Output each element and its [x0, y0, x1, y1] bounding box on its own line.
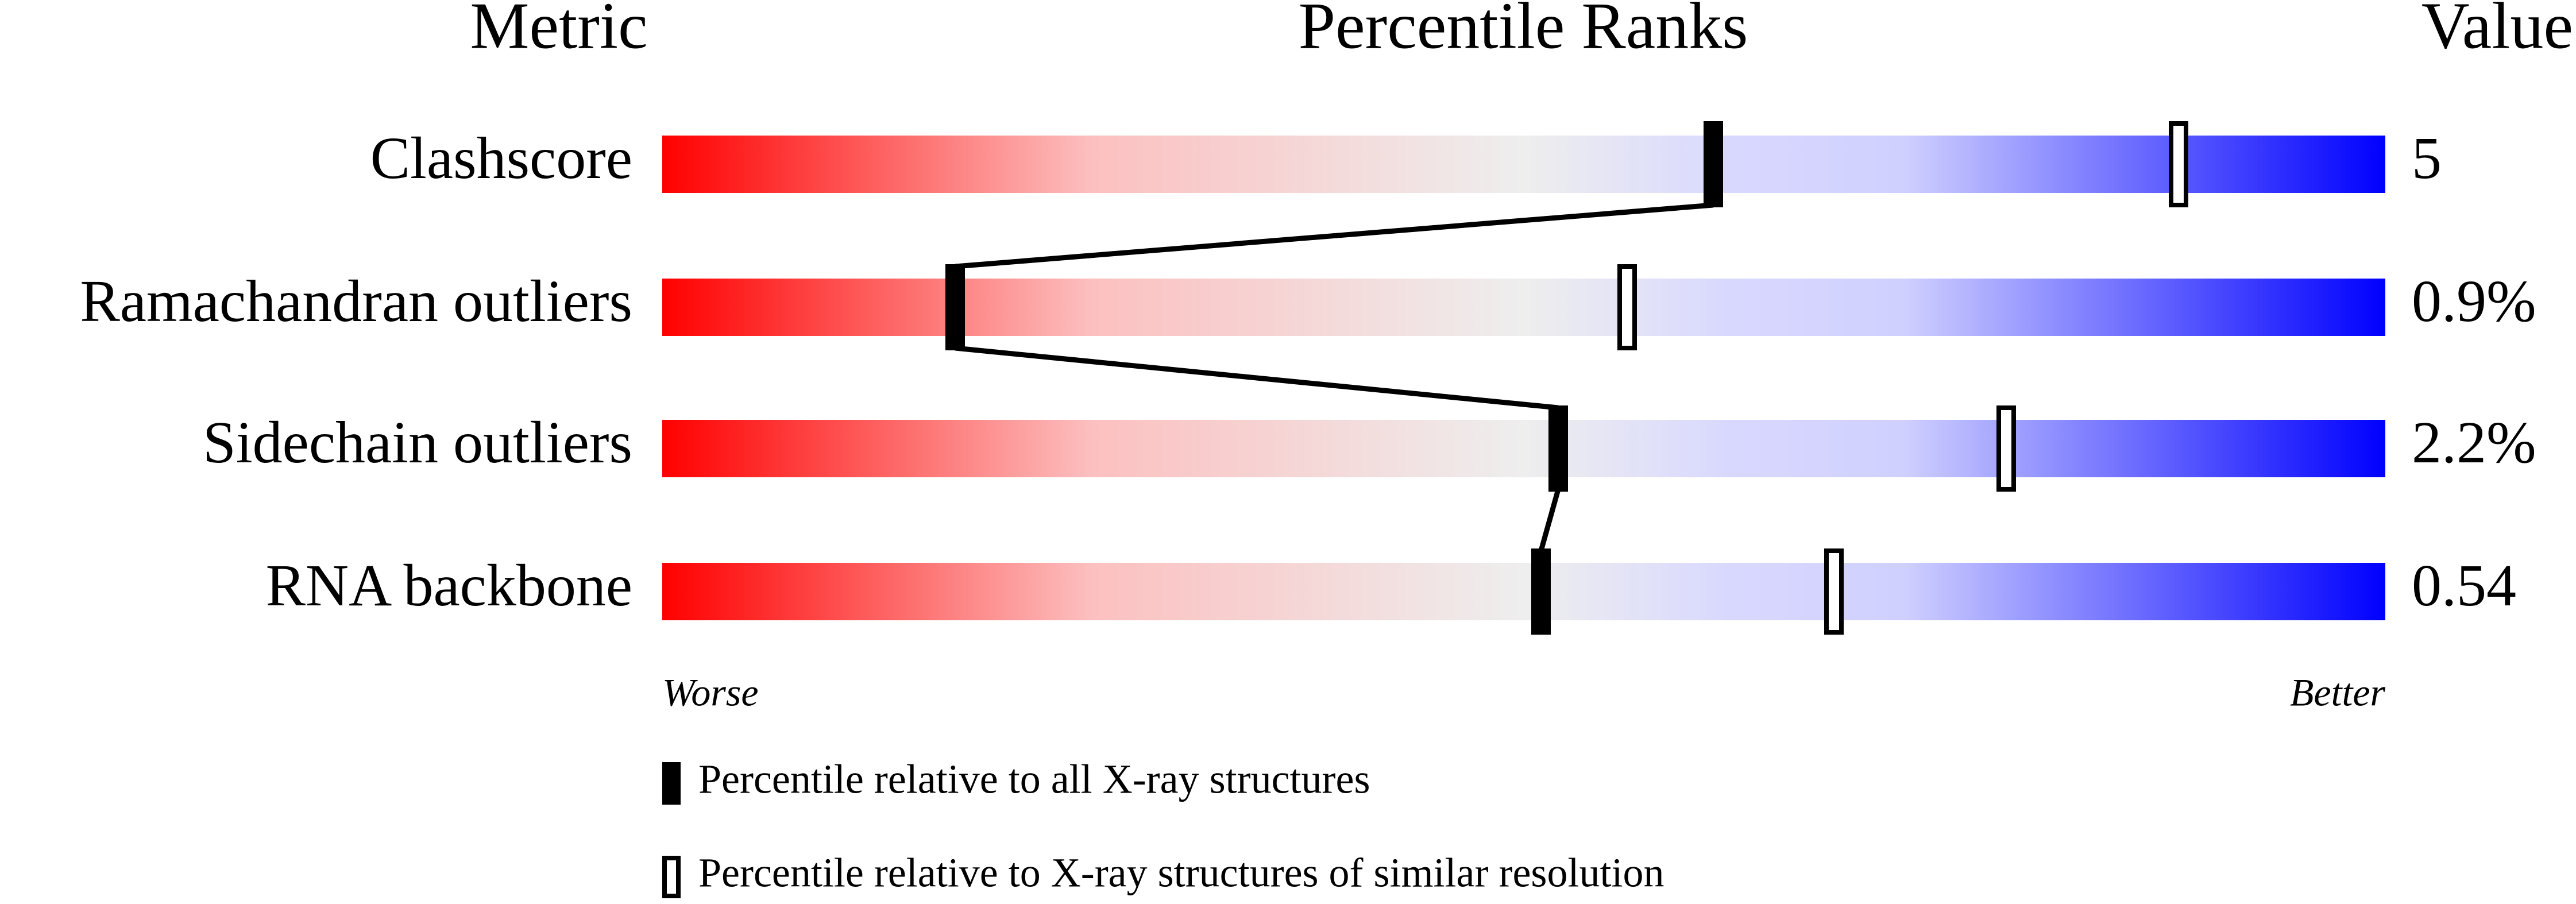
marker-all: [1704, 121, 1723, 207]
percentile-bar: [662, 563, 2385, 620]
connector-line: [1538, 488, 1561, 552]
marker-all: [1548, 405, 1568, 492]
metric-label: Sidechain outliers: [203, 409, 632, 476]
marker-similar: [1617, 264, 1637, 350]
axis-better: Better: [2290, 671, 2386, 714]
metric-value: 0.9%: [2412, 268, 2536, 334]
header-percentile: Percentile Ranks: [1299, 0, 1748, 63]
metric-label: Ramachandran outliers: [80, 268, 632, 334]
legend-swatch: [662, 762, 681, 805]
connector-line: [955, 345, 1559, 411]
metric-label: Clashscore: [370, 125, 632, 191]
metric-value: 5: [2412, 125, 2442, 191]
percentile-bar: [662, 136, 2385, 193]
metric-value: 2.2%: [2412, 409, 2536, 476]
legend-label: Percentile relative to X-ray structures …: [698, 850, 1664, 896]
marker-all: [1531, 548, 1551, 635]
marker-similar: [1996, 405, 2016, 492]
axis-worse: Worse: [662, 671, 759, 714]
percentile-bar: [662, 279, 2385, 336]
metric-value: 0.54: [2412, 553, 2516, 619]
header-metric: Metric: [470, 0, 647, 63]
marker-similar: [1824, 548, 1844, 635]
metric-label: RNA backbone: [266, 553, 632, 619]
percentile-bar: [662, 420, 2385, 477]
marker-similar: [2169, 121, 2188, 207]
legend-label: Percentile relative to all X-ray structu…: [698, 756, 1370, 802]
marker-all: [945, 264, 965, 350]
connector-line: [955, 202, 1714, 269]
legend-swatch: [662, 856, 681, 898]
header-value: Value: [2421, 0, 2573, 63]
